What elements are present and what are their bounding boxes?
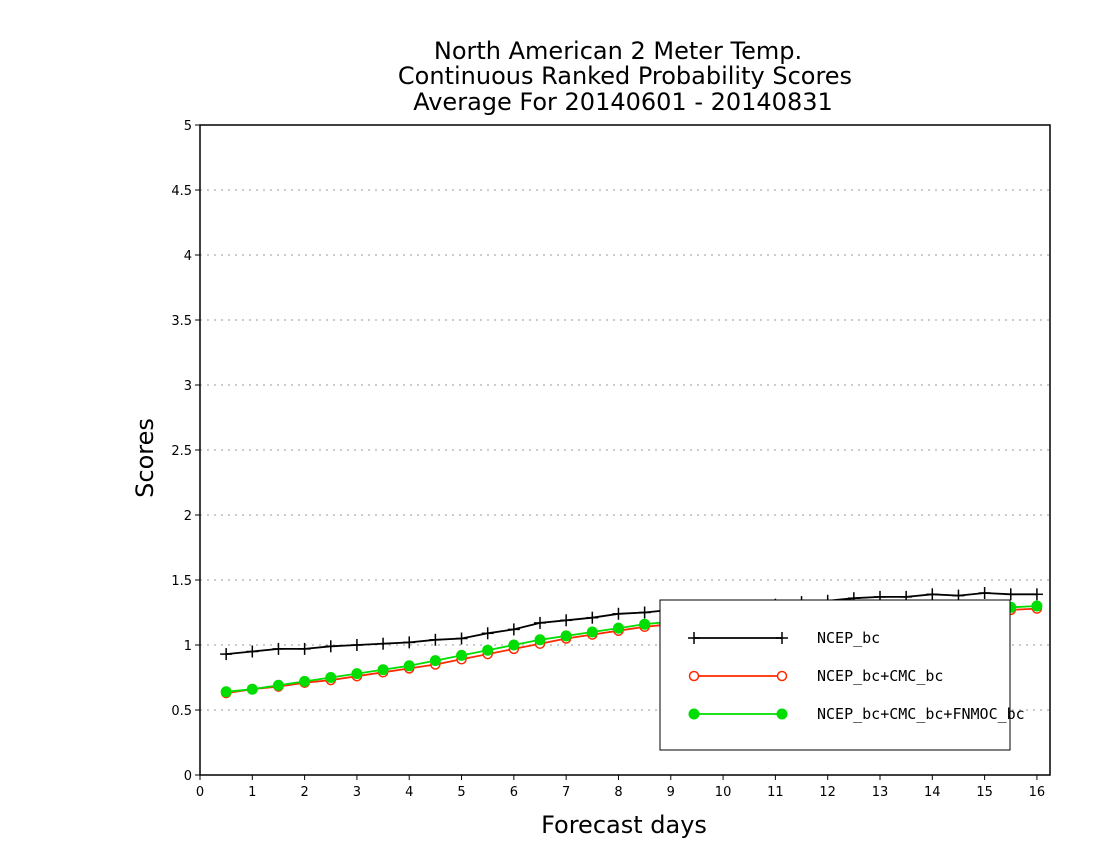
data-point-ncep-bc [560, 614, 573, 627]
y-tick-label: 1 [184, 639, 192, 654]
legend-label: NCEP_bc+CMC_bc+FNMOC_bc [817, 705, 1025, 723]
data-point-ncep-bc [272, 642, 285, 655]
data-point-ncep-bc [534, 616, 546, 629]
title-line-3: Average For 20140601 - 20140831 [413, 88, 833, 116]
legend-marker [688, 708, 700, 720]
data-point-ncep-bc-cmc-bc-fnmoc-bc [377, 664, 389, 676]
data-point-ncep-bc [507, 623, 520, 636]
data-point-ncep-bc [926, 588, 939, 601]
legend: NCEP_bc NCEP_bc+CMC_bc NCEP_bc+CMC_bc+FNMO… [659, 599, 1025, 751]
data-point-ncep-bc [612, 607, 625, 620]
y-axis-label: Scores [131, 418, 159, 498]
x-tick-label: 2 [300, 785, 308, 800]
data-point-ncep-bc [377, 637, 390, 650]
data-point-ncep-bc [978, 587, 991, 599]
data-point-ncep-bc-cmc-bc-fnmoc-bc [482, 644, 494, 656]
x-tick-label: 10 [715, 785, 732, 800]
x-tick-label: 4 [405, 785, 413, 800]
data-point-ncep-bc-cmc-bc-fnmoc-bc [586, 626, 598, 638]
x-tick-label: 1 [248, 785, 256, 800]
data-point-ncep-bc-cmc-bc-fnmoc-bc [299, 675, 311, 687]
x-tick-label: 11 [767, 785, 784, 800]
y-tick-label: 2.5 [171, 444, 192, 459]
legend-box [659, 599, 1011, 751]
y-tick-label: 4 [184, 249, 192, 264]
chart-title: North American 2 Meter Temp. Continuous … [398, 37, 852, 116]
legend-entry-ncep-bc: NCEP_bc [688, 629, 880, 647]
y-tick-label: 0 [184, 769, 192, 784]
data-point-ncep-bc [1030, 588, 1043, 601]
data-point-ncep-bc-cmc-bc-fnmoc-bc [246, 683, 258, 695]
data-point-ncep-bc [324, 640, 337, 653]
legend-label: NCEP_bc [817, 629, 880, 647]
x-tick-label: 3 [353, 785, 361, 800]
data-point-ncep-bc [429, 633, 442, 646]
y-tick-label: 1.5 [171, 574, 192, 589]
data-point-ncep-bc-cmc-bc-fnmoc-bc [456, 649, 468, 661]
x-tick-label: 12 [819, 785, 836, 800]
legend-entry-ncep-bc-cmc-bc: NCEP_bc+CMC_bc [688, 667, 943, 685]
data-point-ncep-bc [481, 627, 494, 640]
data-point-ncep-bc-cmc-bc-fnmoc-bc [639, 618, 651, 630]
title-line-1: North American 2 Meter Temp. [434, 37, 802, 65]
data-point-ncep-bc-cmc-bc-fnmoc-bc [429, 655, 441, 667]
legend-marker [688, 632, 700, 644]
x-tick-label: 14 [924, 785, 941, 800]
x-tick-label: 5 [457, 785, 465, 800]
y-tick-label: 4.5 [171, 184, 192, 199]
data-point-ncep-bc [220, 648, 233, 661]
data-point-ncep-bc-cmc-bc-fnmoc-bc [508, 639, 520, 651]
y-tick-label: 5 [184, 119, 192, 134]
data-point-ncep-bc [246, 645, 259, 658]
y-tick-label: 2 [184, 509, 192, 524]
data-point-ncep-bc [1004, 588, 1017, 601]
x-tick-label: 16 [1029, 785, 1046, 800]
x-axis-label: Forecast days [541, 811, 707, 839]
legend-marker [688, 670, 700, 682]
y-tick-label: 3.5 [171, 314, 192, 329]
plot-frame [199, 124, 1051, 776]
legend-marker [776, 670, 788, 682]
data-point-ncep-bc-cmc-bc-fnmoc-bc [612, 622, 624, 634]
x-tick-label: 15 [976, 785, 993, 800]
data-point-ncep-bc-cmc-bc-fnmoc-bc [351, 668, 363, 680]
data-point-ncep-bc-cmc-bc-fnmoc-bc [1031, 600, 1043, 612]
legend-label: NCEP_bc+CMC_bc [817, 667, 943, 685]
legend-entry-ncep-bc-cmc-bc-fnmoc-bc: NCEP_bc+CMC_bc+FNMOC_bc [688, 705, 1025, 723]
x-axis-ticks: 0 1 2 3 4 5 6 7 8 9 10 11 12 13 14 15 16 [196, 775, 1045, 800]
data-point-ncep-bc [455, 632, 468, 645]
data-point-ncep-bc [586, 611, 599, 624]
data-point-ncep-bc [638, 606, 651, 619]
x-tick-label: 6 [510, 785, 518, 800]
data-point-ncep-bc-cmc-bc-fnmoc-bc [534, 634, 546, 646]
x-tick-label: 0 [196, 785, 204, 800]
y-axis-ticks: 0 0.5 1 1.5 2 2.5 3 3.5 4 4.5 5 [171, 119, 200, 784]
data-point-ncep-bc [350, 639, 363, 651]
legend-marker [776, 632, 788, 644]
data-point-ncep-bc-cmc-bc-fnmoc-bc [325, 672, 337, 683]
data-point-ncep-bc-cmc-bc-fnmoc-bc [220, 686, 232, 698]
data-point-ncep-bc-cmc-bc-fnmoc-bc [560, 630, 572, 642]
legend-marker [776, 708, 788, 720]
x-tick-label: 13 [872, 785, 889, 800]
x-tick-label: 9 [667, 785, 675, 800]
y-tick-label: 0.5 [171, 704, 192, 719]
x-tick-label: 7 [562, 785, 570, 800]
y-tick-label: 3 [184, 379, 192, 394]
data-point-ncep-bc-cmc-bc-fnmoc-bc [403, 660, 415, 672]
data-point-ncep-bc-cmc-bc-fnmoc-bc [272, 679, 284, 691]
data-point-ncep-bc [298, 642, 311, 655]
data-point-ncep-bc [403, 636, 416, 649]
x-tick-label: 8 [614, 785, 622, 800]
title-line-2: Continuous Ranked Probability Scores [398, 62, 852, 90]
